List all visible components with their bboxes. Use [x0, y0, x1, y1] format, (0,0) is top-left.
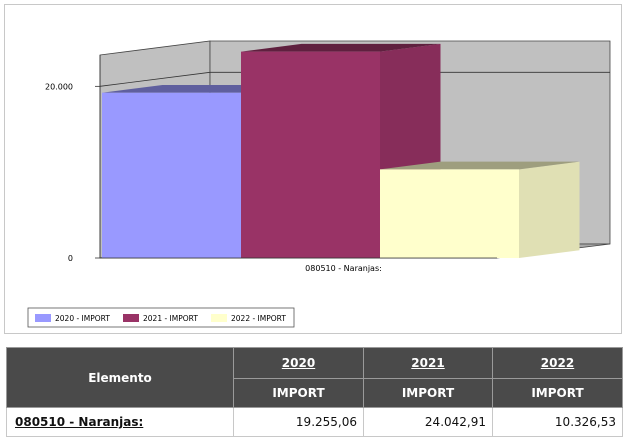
bar-top — [241, 43, 441, 52]
row-elemento-link[interactable]: 080510 - Naranjas: — [6, 407, 234, 437]
y-tick-label: 20.000 — [45, 82, 73, 91]
y-tick-label: 0 — [68, 254, 73, 263]
subheader-import: IMPORT — [492, 378, 623, 408]
bar-top — [380, 161, 580, 170]
bar — [241, 51, 380, 259]
legend-swatch — [211, 314, 227, 322]
bar — [380, 169, 519, 258]
value-cell: 19.255,06 — [233, 407, 364, 437]
header-year-2020[interactable]: 2020 — [233, 347, 364, 379]
legend-label: 2020 - IMPORT — [55, 314, 110, 323]
legend-swatch — [123, 314, 139, 322]
table-row: 080510 - Naranjas: 19.255,06 24.042,91 1… — [6, 407, 623, 437]
x-tick-label: 080510 - Naranjas: — [305, 264, 382, 273]
legend-label: 2022 - IMPORT — [231, 314, 286, 323]
data-table: Elemento 2020 2021 2022 IMPORT IMPORT IM… — [6, 347, 623, 437]
chart-panel: 0 20.000 080510 - Naranjas: 2020 - IMPORT 20… — [4, 4, 622, 334]
header-year-2021[interactable]: 2021 — [363, 347, 493, 379]
legend — [27, 307, 295, 328]
gridline — [99, 71, 610, 87]
bar — [102, 92, 241, 258]
legend-swatch — [35, 314, 51, 322]
header-year-2022[interactable]: 2022 — [492, 347, 623, 379]
value-cell: 24.042,91 — [363, 407, 493, 437]
bar-side — [519, 161, 580, 258]
legend-label: 2021 - IMPORT — [143, 314, 198, 323]
value-cell: 10.326,53 — [492, 407, 623, 437]
header-elemento: Elemento — [6, 347, 234, 408]
subheader-import: IMPORT — [363, 378, 493, 408]
subheader-import: IMPORT — [233, 378, 364, 408]
bar-chart: 0 20.000 080510 - Naranjas: 2020 - IMPORT 20… — [27, 40, 611, 328]
